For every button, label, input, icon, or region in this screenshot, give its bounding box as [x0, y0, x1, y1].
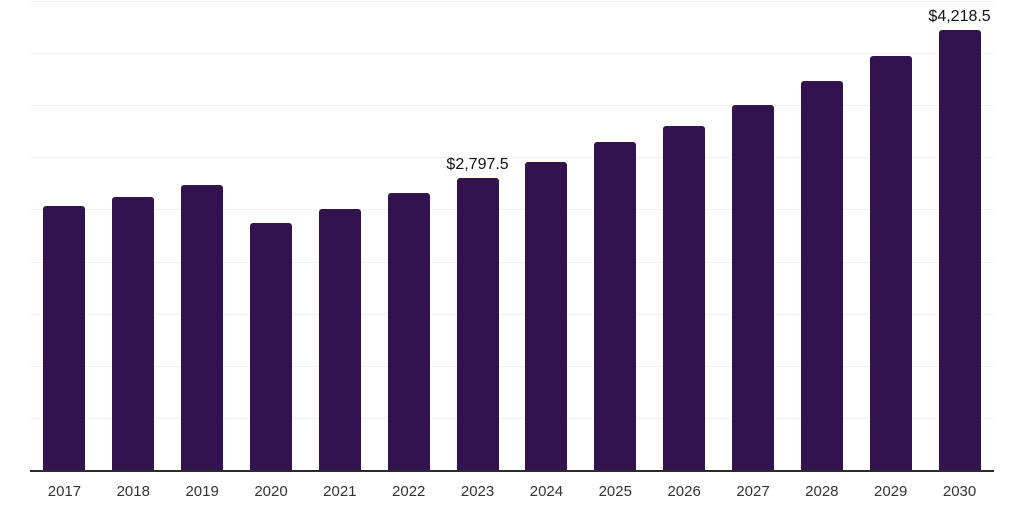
gridline-2000 [30, 261, 994, 263]
x-tick-2025: 2025 [598, 483, 632, 500]
bar-2027 [732, 105, 774, 470]
x-tick-2019: 2019 [185, 483, 219, 500]
value-label-2030: $4,218.5 [928, 8, 991, 26]
gridline-1000 [30, 365, 994, 367]
gridline-3500 [30, 105, 994, 107]
x-tick-2026: 2026 [667, 483, 701, 500]
bar-2022 [387, 193, 430, 470]
gridline-2500 [30, 209, 994, 211]
bar-2018 [112, 197, 155, 470]
x-tick-2028: 2028 [805, 483, 839, 500]
bar-2021 [318, 208, 361, 470]
bar-2026 [663, 125, 706, 470]
gridline-500 [30, 417, 994, 419]
bar-2020 [250, 222, 292, 470]
x-axis-line [30, 470, 994, 472]
gridline-1500 [30, 313, 994, 315]
bar-2030 [938, 30, 981, 470]
bar-2029 [869, 56, 912, 470]
gridline-4000 [30, 53, 994, 55]
x-tick-2023: 2023 [460, 483, 495, 500]
x-tick-2017: 2017 [47, 483, 82, 500]
gridline-4500 [30, 1, 994, 2]
plot-area [30, 1, 994, 472]
bar-2024 [525, 161, 568, 470]
x-tick-2024: 2024 [529, 483, 564, 500]
x-tick-2020: 2020 [254, 483, 288, 500]
bar-2025 [594, 141, 637, 470]
bar-2023 [456, 178, 499, 470]
x-tick-2029: 2029 [874, 483, 908, 500]
gridline-3000 [30, 157, 994, 159]
bar-2017 [43, 205, 86, 470]
x-tick-2030: 2030 [942, 483, 977, 500]
x-tick-2021: 2021 [323, 483, 357, 500]
x-tick-2022: 2022 [392, 483, 426, 500]
value-label-2023: $2,797.5 [446, 156, 509, 174]
bar-2028 [800, 80, 843, 470]
x-tick-2027: 2027 [736, 483, 770, 500]
bar-2019 [181, 185, 224, 470]
x-tick-2018: 2018 [116, 483, 150, 500]
